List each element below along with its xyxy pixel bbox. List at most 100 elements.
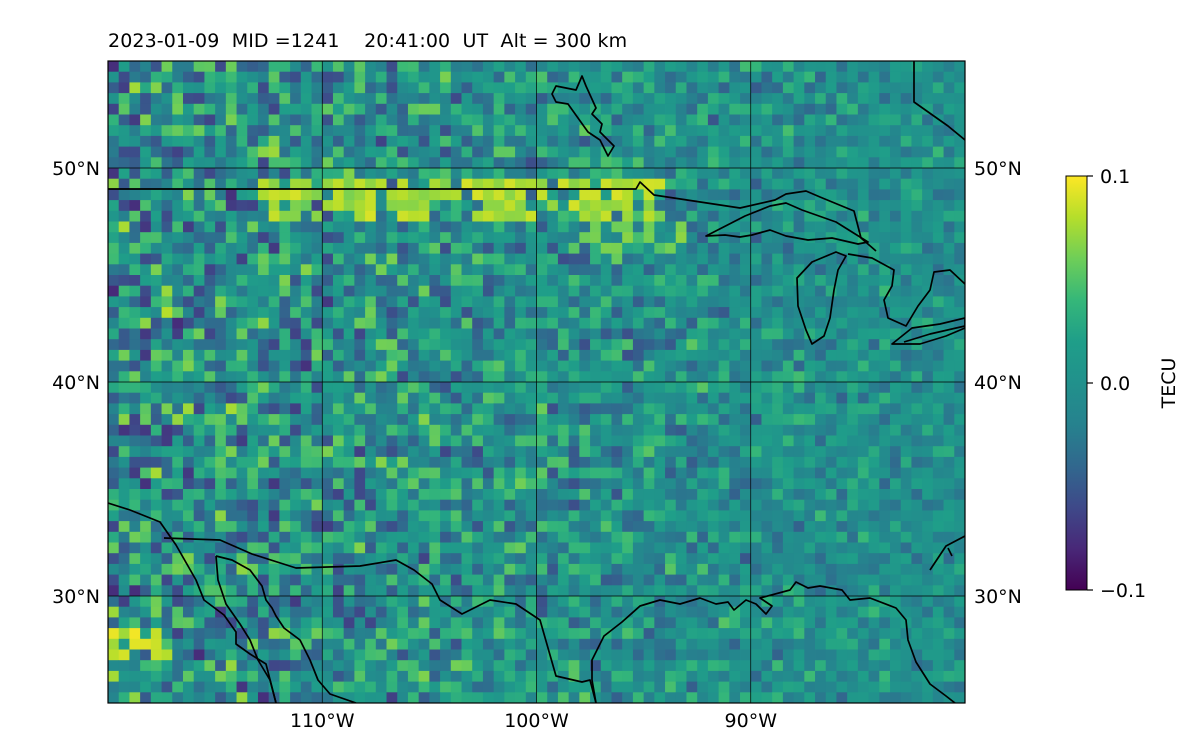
tec-cell xyxy=(922,489,934,501)
tec-cell xyxy=(579,114,591,126)
tec-cell xyxy=(108,424,120,436)
tec-cell xyxy=(943,82,955,94)
tec-cell xyxy=(729,692,741,703)
tec-cell xyxy=(429,371,441,383)
tec-cell xyxy=(482,660,495,672)
tec-cell xyxy=(600,285,612,297)
tec-cell xyxy=(182,414,195,426)
tec-cell xyxy=(118,135,130,147)
tec-cell xyxy=(847,253,859,265)
tec-cell xyxy=(654,264,666,276)
tec-cell xyxy=(879,307,891,319)
tec-cell xyxy=(129,424,141,436)
tec-cell xyxy=(911,574,923,586)
tec-cell xyxy=(225,542,237,554)
tec-cell xyxy=(729,307,741,319)
tec-cell xyxy=(547,93,559,105)
tec-cell xyxy=(718,660,730,672)
tec-cell xyxy=(407,125,420,137)
tec-cell xyxy=(932,232,944,244)
tec-cell xyxy=(172,382,184,394)
tec-cell xyxy=(718,585,730,597)
tec-cell xyxy=(450,210,462,222)
tec-cell xyxy=(718,456,730,468)
tec-cell xyxy=(782,264,794,276)
tec-cell xyxy=(290,275,302,287)
tec-cell xyxy=(782,670,794,682)
tec-cell xyxy=(718,606,730,618)
tec-cell xyxy=(440,596,452,608)
tec-cell xyxy=(761,114,773,126)
tec-cell xyxy=(729,242,741,254)
tec-cell xyxy=(504,489,516,501)
tec-cell xyxy=(932,103,944,115)
tec-cell xyxy=(804,285,816,297)
tec-cell xyxy=(365,82,377,94)
tec-cell xyxy=(857,606,869,618)
tec-cell xyxy=(418,307,430,319)
tec-cell xyxy=(590,189,602,201)
tec-cell xyxy=(847,296,859,308)
tec-cell xyxy=(900,275,912,287)
tec-cell xyxy=(525,563,537,575)
tec-cell xyxy=(300,692,312,703)
tec-cell xyxy=(150,403,162,415)
tec-cell xyxy=(772,178,784,190)
tec-cell xyxy=(772,681,784,693)
tec-cell xyxy=(354,574,366,586)
tec-cell xyxy=(815,553,827,565)
tec-cell xyxy=(932,585,944,597)
tec-cell xyxy=(365,628,377,640)
tec-cell xyxy=(386,157,398,169)
tec-cell xyxy=(911,638,923,650)
tec-cell xyxy=(654,275,666,287)
tec-cell xyxy=(525,275,537,287)
tec-cell xyxy=(440,210,452,222)
tec-cell xyxy=(493,681,505,693)
tec-cell xyxy=(654,574,666,586)
tec-cell xyxy=(311,435,323,447)
tec-cell xyxy=(215,200,227,212)
tec-cell xyxy=(718,681,730,693)
tec-cell xyxy=(140,553,152,565)
tec-cell xyxy=(622,328,634,340)
tec-cell xyxy=(375,103,387,115)
tec-cell xyxy=(557,317,570,329)
tec-cell xyxy=(343,403,355,415)
tec-cell xyxy=(182,114,195,126)
tec-cell xyxy=(740,499,752,511)
tec-cell xyxy=(632,424,645,436)
tec-cell xyxy=(140,670,152,682)
tec-cell xyxy=(365,510,377,522)
tec-cell xyxy=(568,617,580,629)
tec-cell xyxy=(332,531,345,543)
tec-cell xyxy=(782,499,794,511)
tec-cell xyxy=(236,189,248,201)
tec-cell xyxy=(729,328,741,340)
tec-cell xyxy=(504,660,516,672)
tec-cell xyxy=(172,82,184,94)
tec-cell xyxy=(611,638,623,650)
tec-cell xyxy=(943,253,955,265)
tec-cell xyxy=(879,210,891,222)
tec-cell xyxy=(729,596,741,608)
tec-cell xyxy=(172,467,184,479)
tec-cell xyxy=(150,424,162,436)
tec-cell xyxy=(675,264,687,276)
tec-cell xyxy=(879,328,891,340)
tec-cell xyxy=(407,200,420,212)
tec-cell xyxy=(247,103,259,115)
tec-cell xyxy=(879,478,891,490)
tec-cell xyxy=(322,307,334,319)
tec-cell xyxy=(686,296,698,308)
tec-cell xyxy=(440,499,452,511)
tec-cell xyxy=(568,403,580,415)
tec-cell xyxy=(279,574,291,586)
tec-cell xyxy=(847,446,859,458)
tec-cell xyxy=(815,617,827,629)
tec-cell xyxy=(836,414,848,426)
tec-cell xyxy=(932,681,944,693)
tec-cell xyxy=(611,478,623,490)
tec-cell xyxy=(257,628,270,640)
tec-cell xyxy=(547,146,559,158)
